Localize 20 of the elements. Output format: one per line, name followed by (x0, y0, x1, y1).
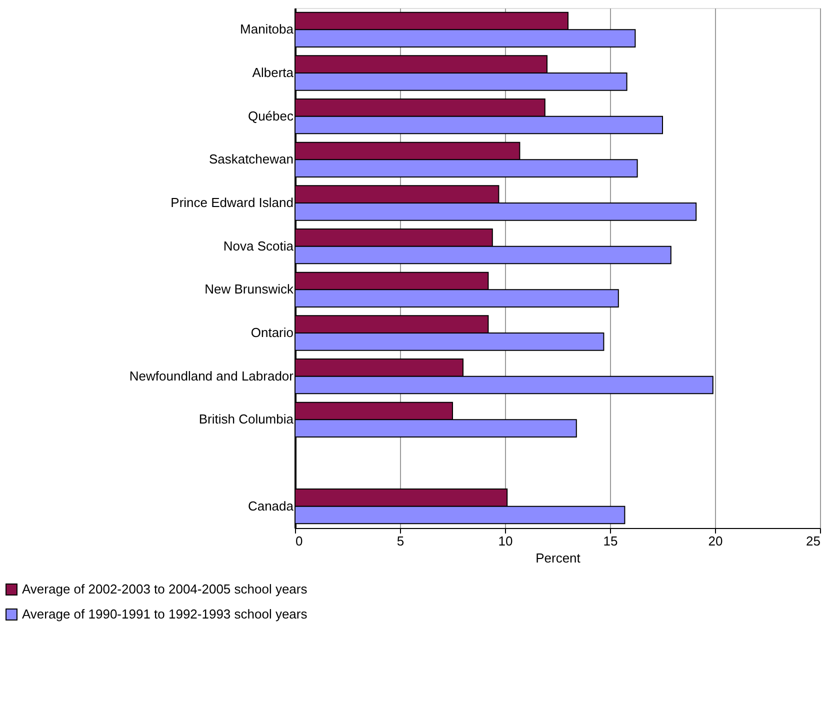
y-tick-label: Prince Edward Island (170, 195, 294, 210)
x-tick-label: 15 (603, 534, 618, 548)
x-tick-label: 5 (396, 534, 404, 548)
x-tick-label: 0 (296, 534, 303, 548)
y-tick-label: Québec (248, 108, 294, 124)
y-tick-label: Manitoba (240, 22, 294, 37)
y-tick-label: Ontario (250, 325, 294, 340)
y-tick-label: Newfoundland and Labrador (129, 368, 294, 384)
legend-label: Average of 2002-2003 to 2004-2005 school years (22, 582, 308, 596)
legend-label: Average of 1990-1991 to 1992-1993 school years (22, 606, 308, 622)
y-tick-label: Nova Scotia (223, 238, 294, 254)
y-tick-label: Saskatchewan (208, 152, 294, 167)
y-tick-label: Alberta (252, 65, 294, 80)
x-tick-label: 10 (498, 534, 513, 548)
y-tick-label: New Brunswick (204, 282, 294, 297)
y-tick-label: British Columbia (198, 412, 294, 427)
y-tick-label: Canada (248, 498, 294, 514)
x-tick-label: 25 (806, 534, 820, 548)
x-axis-title: Percent (536, 550, 581, 566)
x-tick-label: 20 (708, 534, 723, 548)
